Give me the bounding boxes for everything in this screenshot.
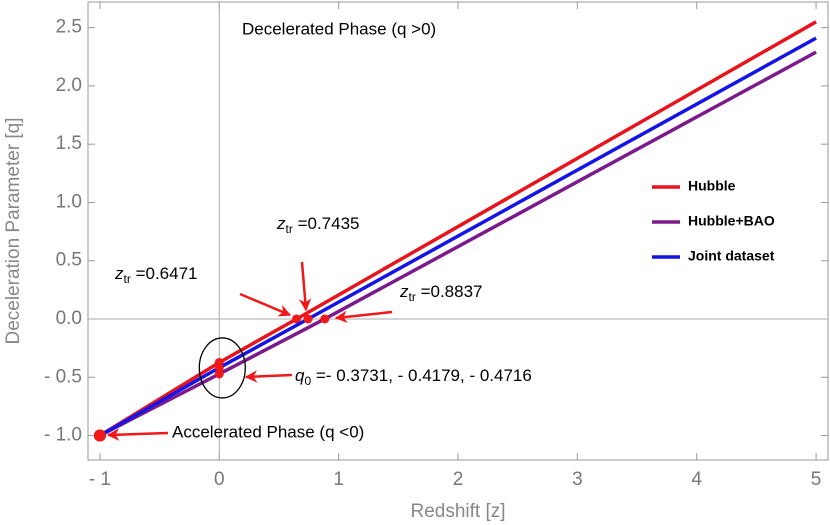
annotation-subscript: tr [286, 222, 293, 236]
arrow [106, 428, 169, 441]
series-line [99, 36, 817, 438]
annotation-subscript: 0 [304, 374, 311, 388]
annotation-text: =- 0.3731, - 0.4179, - 0.4716 [311, 366, 532, 385]
x-tick-label: 0 [214, 469, 225, 490]
annotation-subscript: tr [409, 290, 416, 304]
y-tick-label: 2.5 [56, 17, 82, 38]
annotation-text: =0.7435 [293, 214, 360, 233]
y-tick-label: 1.0 [56, 191, 82, 212]
x-tick-label: 2 [453, 469, 464, 490]
series-line [99, 50, 817, 438]
point [214, 369, 224, 379]
annotation: Accelerated Phase (q <0) [172, 422, 364, 441]
annotation-text: =0.6471 [131, 264, 198, 283]
annotation-symbol: z [114, 264, 124, 283]
plot-frame [87, 1, 829, 461]
y-tick-label: 0.0 [56, 308, 82, 329]
y-axis-label: Deceleration Parameter [q] [3, 117, 24, 344]
legend-label: Hubble+BAO [688, 213, 775, 229]
point [93, 429, 106, 442]
annotation: Decelerated Phase (q >0) [242, 19, 436, 38]
x-tick-label: 3 [572, 469, 583, 490]
annotation: q0 =- 0.3731, - 0.4179, - 0.4716 [295, 366, 532, 388]
y-tick-label: - 0.5 [44, 366, 82, 387]
point [214, 363, 224, 373]
y-tick-label: 1.5 [56, 133, 82, 154]
highlight-ellipse [198, 337, 246, 399]
annotation-symbol: z [399, 282, 409, 301]
series-line [99, 20, 817, 438]
x-tick-label: 4 [691, 469, 702, 490]
x-tick-label: - 1 [89, 469, 111, 490]
arrow [298, 261, 312, 312]
point [320, 314, 330, 324]
annotation-text: =0.8837 [416, 282, 483, 301]
annotation-symbol: z [276, 214, 286, 233]
annotation-subscript: tr [124, 272, 131, 286]
y-tick-label: 2.0 [56, 75, 82, 96]
annotation: ztr =0.6471 [114, 264, 198, 286]
annotation: ztr =0.7435 [276, 214, 360, 236]
x-tick-label: 1 [333, 469, 344, 490]
point [292, 314, 302, 324]
legend-label: Hubble [688, 178, 736, 194]
y-tick-label: - 1.0 [44, 425, 82, 446]
arrow [334, 310, 393, 324]
annotation: ztr =0.8837 [399, 282, 483, 304]
y-tick-label: 0.5 [56, 250, 82, 271]
arrow [244, 370, 293, 383]
annotation-symbol: q [295, 366, 305, 385]
point [303, 314, 313, 324]
legend-label: Joint dataset [688, 248, 775, 264]
x-axis-label: Redshift [z] [410, 501, 505, 522]
arrow [239, 292, 292, 317]
x-tick-label: 5 [811, 469, 822, 490]
